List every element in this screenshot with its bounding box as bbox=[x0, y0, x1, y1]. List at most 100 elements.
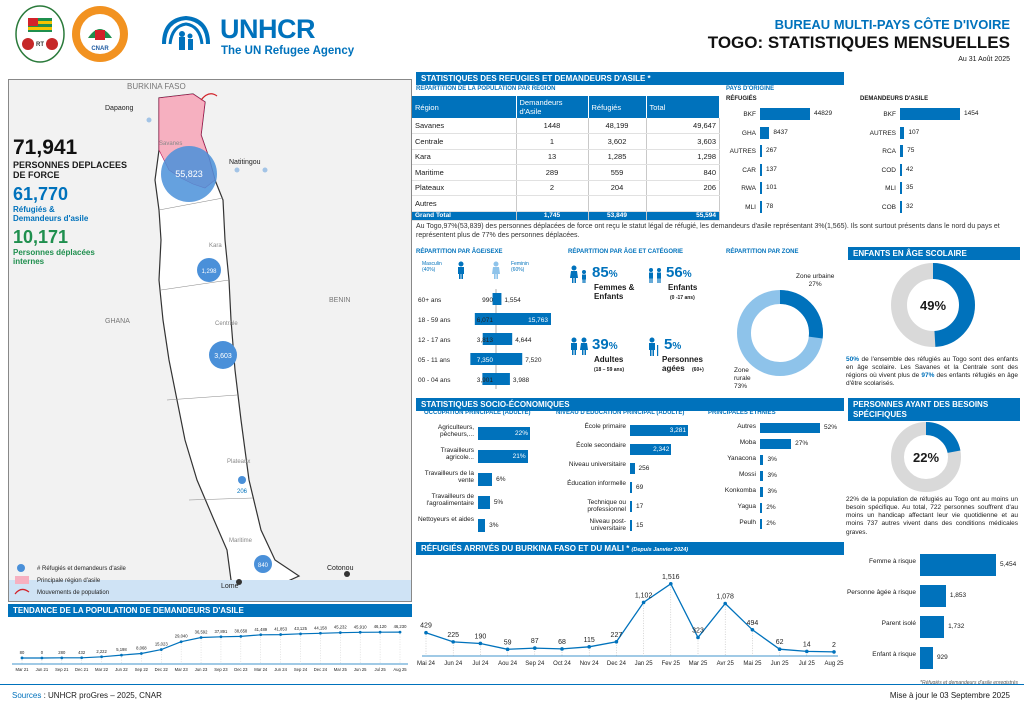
bar-label: Agriculteurs, pêcheurs,... bbox=[437, 424, 474, 439]
arrivals-value: 227 bbox=[611, 632, 623, 639]
city-marker-icon bbox=[146, 117, 152, 123]
bar-label: RCA bbox=[882, 148, 896, 155]
occupation-row: Travailleurs de l'agroalimentaire 5% bbox=[416, 489, 546, 512]
trend-point bbox=[299, 632, 302, 636]
age-sex-title: RÉPARTITION PAR ÂGE/SEXE bbox=[416, 249, 503, 255]
occupation-row: Travailleurs agricole... 21% bbox=[416, 443, 546, 466]
female-value: 4,644 bbox=[515, 337, 532, 344]
bubble-plateaux-value: 206 bbox=[237, 489, 248, 495]
bar bbox=[630, 482, 632, 493]
zone-title: RÉPARTITION PAR ZONE bbox=[726, 249, 799, 255]
cat-label-3: Personnes agées bbox=[662, 355, 703, 373]
bubble-savanes-value: 55,823 bbox=[175, 169, 203, 179]
male-bar bbox=[482, 333, 496, 345]
arrivals-title-sub: (Depuis Janvier 2024) bbox=[631, 547, 689, 553]
bar-value: 42 bbox=[906, 165, 914, 173]
ethnic-chart: Autres 52% Moba 27% Yanacona 3% Mossi 3% Konkomb… bbox=[706, 420, 842, 538]
female-legend: Feminin (60%) bbox=[511, 261, 529, 273]
trend-point bbox=[279, 633, 283, 636]
trend-chart: 80 Mar 21 0 Jun 21 280 Sep 21 432 Dec 21 2,222 Ma… bbox=[12, 624, 408, 672]
table-total-cell: 55,594 bbox=[646, 211, 720, 221]
legal-status-note: Au Togo,97%(53,839) des personnes déplac… bbox=[416, 223, 1000, 239]
bar bbox=[630, 463, 635, 474]
bar-value: 69 bbox=[636, 483, 644, 491]
arrivals-point bbox=[641, 600, 646, 605]
origin-refugees-title: RÉFUGIÉS bbox=[726, 96, 757, 102]
bar-value: 107 bbox=[908, 128, 920, 136]
bar-label: Yagua bbox=[737, 503, 756, 510]
arrivals-month: Oct 24 bbox=[553, 661, 571, 667]
table-row: Maritime 289 559 840 bbox=[412, 164, 720, 181]
arrivals-point bbox=[750, 627, 755, 632]
arrivals-point bbox=[723, 601, 727, 606]
male-bar bbox=[474, 313, 496, 325]
trend-value: 80 bbox=[20, 650, 25, 655]
arrivals-month: Jun 24 bbox=[444, 661, 463, 667]
trend-month: Sep 23 bbox=[214, 667, 228, 672]
arrivals-value: 115 bbox=[584, 637, 595, 644]
cat-pct-sign-1: % bbox=[682, 269, 692, 280]
bar-label: COD bbox=[881, 166, 896, 174]
origin-asy-row: AUTRES 107 bbox=[860, 125, 1010, 144]
trend-value: 43,125 bbox=[294, 626, 307, 631]
category-women-children: 85% Femmes & Enfants bbox=[568, 264, 634, 301]
arrivals-month: Sep 24 bbox=[525, 661, 545, 667]
bar-value: 78 bbox=[766, 202, 774, 210]
trend-month: Dec 24 bbox=[314, 667, 328, 672]
bar-value: 3,281 bbox=[669, 426, 686, 434]
education-row: Niveau universitaire 256 bbox=[556, 458, 704, 477]
logo-cnar: CNAR bbox=[70, 4, 130, 64]
school-text-1: de l'ensemble des réfugiés au Togo sont … bbox=[846, 356, 1018, 380]
trend-month: Dec 23 bbox=[234, 667, 248, 672]
female-value: 15,763 bbox=[528, 317, 548, 324]
arrivals-title: RÉFUGIÉS ARRIVÉS DU BURKINA FASO ET DU M… bbox=[421, 544, 630, 553]
needs-arc bbox=[891, 422, 961, 492]
logo-togo-text: RT bbox=[36, 42, 44, 48]
trend-line bbox=[22, 631, 401, 659]
arrivals-month: Aou 24 bbox=[498, 661, 518, 667]
legend-bubble-label: # Réfugiés et demandeurs d'asile bbox=[37, 566, 127, 572]
bar-label: COB bbox=[881, 203, 896, 211]
bar bbox=[760, 145, 762, 157]
arrivals-month: Mai 24 bbox=[417, 661, 436, 667]
education-row: Niveau post-universitaire 15 bbox=[556, 515, 704, 534]
trend-value: 44,158 bbox=[314, 625, 327, 630]
unhcr-logo: UNHCR The UN Refugee Agency bbox=[160, 14, 360, 62]
trend-value: 45,232 bbox=[334, 625, 347, 630]
kpi-refugees: 61,770 bbox=[13, 183, 69, 204]
bubble-centrale-value: 3,603 bbox=[214, 353, 232, 360]
arrivals-value: 1,078 bbox=[716, 593, 734, 600]
female-bar bbox=[496, 353, 523, 365]
col-region: Région bbox=[412, 96, 517, 118]
trend-point bbox=[199, 636, 203, 639]
category-title: RÉPARTITION PAR ÂGE ET CATÉGORIE bbox=[568, 249, 684, 255]
bar-value: 3% bbox=[767, 456, 777, 463]
bar bbox=[920, 554, 996, 576]
school-text-2: des enfants réfugiés en âge d'être scola… bbox=[846, 372, 1019, 388]
bar bbox=[760, 471, 764, 481]
arrivals-month: Jul 25 bbox=[799, 661, 816, 667]
arrivals-point bbox=[777, 647, 782, 652]
legend-region-label: Principale région d'asile bbox=[37, 578, 101, 584]
table-row: Plateaux 2 204 206 bbox=[412, 180, 720, 196]
trend-month: Jun 21 bbox=[36, 667, 49, 672]
arrivals-value: 225 bbox=[447, 632, 459, 639]
trend-month: Jun 23 bbox=[195, 667, 208, 672]
bar bbox=[760, 126, 770, 139]
bar bbox=[900, 126, 905, 139]
trend-month: Jun 24 bbox=[274, 667, 287, 672]
arrivals-header: RÉFUGIÉS ARRIVÉS DU BURKINA FASO ET DU M… bbox=[416, 542, 844, 555]
trend-point bbox=[259, 633, 263, 637]
zone-donut bbox=[737, 290, 823, 376]
cat-pct-3: 5 bbox=[664, 336, 673, 353]
arrivals-month: Nov 24 bbox=[580, 661, 600, 667]
bar-value: 1,853 bbox=[949, 592, 967, 599]
cat-pct-2: 39 bbox=[592, 336, 609, 353]
women-children-icon bbox=[570, 265, 586, 283]
trend-value: 280 bbox=[58, 650, 66, 655]
trend-value: 46,120 bbox=[374, 624, 387, 629]
bar-value: 75 bbox=[907, 147, 915, 154]
trend-header: TENDANCE DE LA POPULATION DE DEMANDEURS … bbox=[8, 604, 412, 617]
region-table: Région Demandeurs d'Asile Réfugiés Total… bbox=[412, 96, 720, 221]
bar-label: Travailleurs de la vente bbox=[424, 470, 474, 485]
